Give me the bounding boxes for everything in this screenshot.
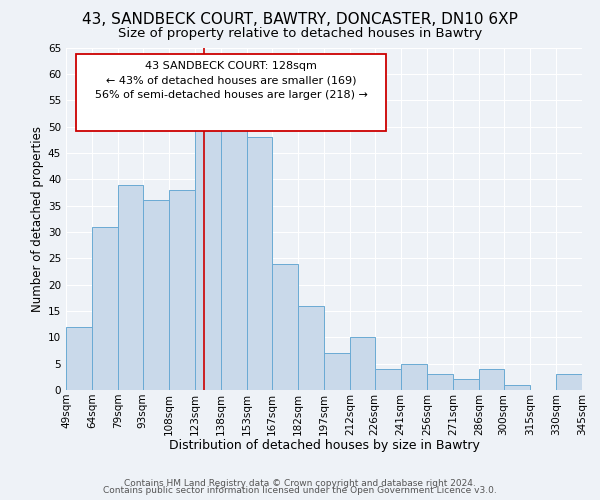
X-axis label: Distribution of detached houses by size in Bawtry: Distribution of detached houses by size …: [169, 439, 479, 452]
Bar: [427, 374, 453, 390]
Bar: [221, 106, 247, 390]
Bar: [272, 264, 298, 390]
Bar: [479, 369, 503, 390]
Bar: [453, 380, 479, 390]
Text: Size of property relative to detached houses in Bawtry: Size of property relative to detached ho…: [118, 28, 482, 40]
Bar: [169, 190, 195, 390]
Bar: [92, 226, 118, 390]
Bar: [350, 338, 374, 390]
Bar: [195, 110, 221, 390]
Text: 43 SANDBECK COURT: 128sqm
← 43% of detached houses are smaller (169)
56% of semi: 43 SANDBECK COURT: 128sqm ← 43% of detac…: [95, 61, 368, 100]
Text: Contains HM Land Registry data © Crown copyright and database right 2024.: Contains HM Land Registry data © Crown c…: [124, 478, 476, 488]
Bar: [401, 364, 427, 390]
Bar: [556, 374, 582, 390]
Bar: [374, 369, 401, 390]
Text: 43, SANDBECK COURT, BAWTRY, DONCASTER, DN10 6XP: 43, SANDBECK COURT, BAWTRY, DONCASTER, D…: [82, 12, 518, 28]
Bar: [503, 384, 530, 390]
Bar: [143, 200, 169, 390]
Text: Contains public sector information licensed under the Open Government Licence v3: Contains public sector information licen…: [103, 486, 497, 495]
Bar: [118, 184, 143, 390]
FancyBboxPatch shape: [76, 54, 386, 132]
Y-axis label: Number of detached properties: Number of detached properties: [31, 126, 44, 312]
Bar: [247, 137, 272, 390]
Bar: [298, 306, 324, 390]
Bar: [324, 353, 350, 390]
Bar: [66, 327, 92, 390]
